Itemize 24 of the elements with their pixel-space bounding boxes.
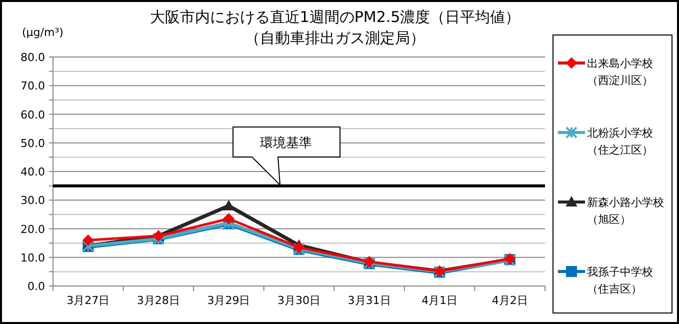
y-tick-label: 0.0	[28, 280, 45, 293]
x-tick-label: 4月2日	[492, 294, 528, 307]
chart-title: 大阪市内における直近1週間のPM2.5濃度（日平均値）	[150, 8, 520, 26]
legend-label: 新森小路小学校（旭区）	[587, 196, 664, 226]
y-tick-label: 60.0	[20, 108, 45, 122]
y-tick-label: 40.0	[20, 166, 45, 178]
x-tick-label: 4月1日	[422, 294, 458, 307]
x-tick-label: 3月29日	[207, 294, 250, 307]
y-tick-label: 80.0	[20, 51, 45, 64]
y-tick-label: 20.0	[20, 222, 45, 236]
y-axis-title: (μg/m³)	[22, 26, 64, 39]
y-tick-label: 70.0	[20, 80, 45, 93]
x-tick-label: 3月28日	[136, 294, 180, 307]
x-tick-label: 3月31日	[348, 294, 391, 307]
legend-label: 出来島小学校（西淀川区）	[587, 57, 653, 87]
x-tick-label: 3月30日	[278, 294, 320, 307]
x-tick-label: 3月27日	[66, 294, 110, 307]
legend-label: 我孫子中学校（住吉区）	[587, 266, 653, 296]
legend-label: 北粉浜小学校（住之江区）	[587, 126, 653, 156]
y-tick-label: 30.0	[20, 194, 45, 208]
chart-subtitle: （自動車排出ガス測定局）	[245, 29, 425, 47]
y-tick-label: 10.0	[20, 251, 45, 264]
ref-line-label: 環境基準	[260, 135, 312, 151]
y-tick-label: 50.0	[20, 136, 45, 150]
